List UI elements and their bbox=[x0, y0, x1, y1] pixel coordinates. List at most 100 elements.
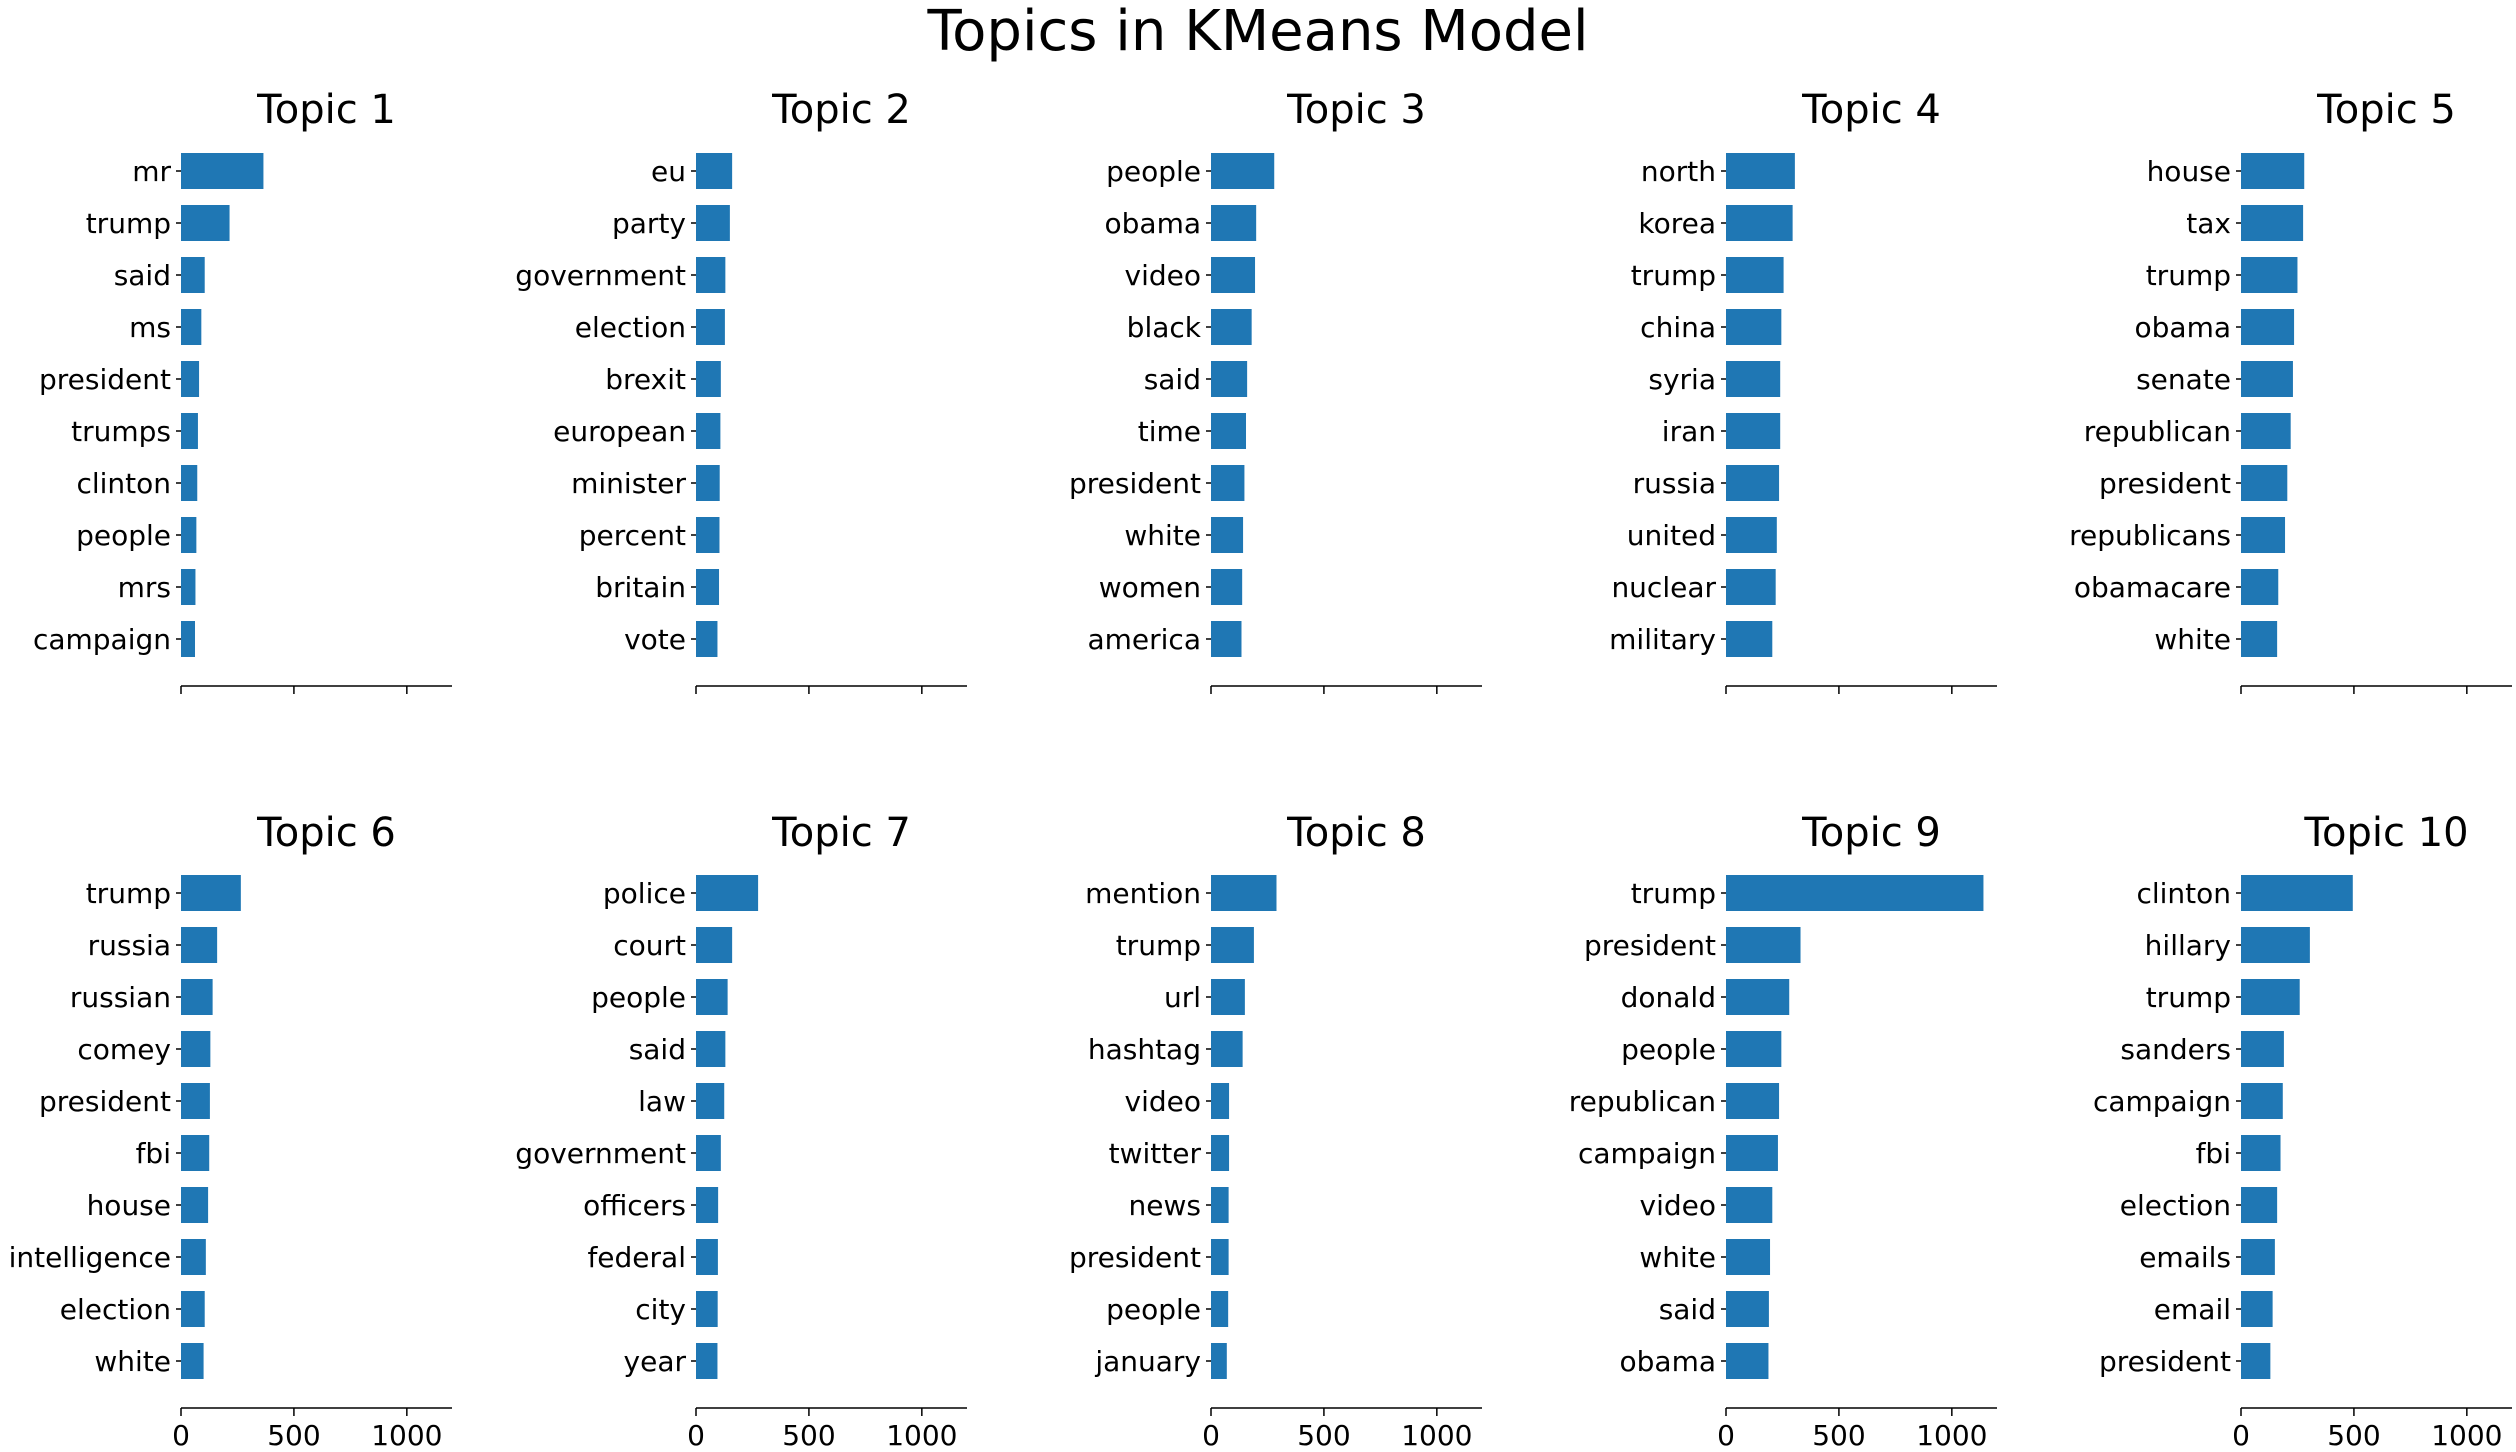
category-label: video bbox=[1640, 1189, 1716, 1222]
category-label: mention bbox=[1085, 877, 1201, 910]
category-label: obama bbox=[1105, 207, 1202, 240]
category-label: house bbox=[2147, 155, 2231, 188]
bar bbox=[1726, 1239, 1771, 1275]
bar bbox=[1211, 1031, 1243, 1067]
bar bbox=[1211, 361, 1248, 397]
xtick-label: 500 bbox=[1297, 1419, 1350, 1452]
bar bbox=[181, 1343, 204, 1379]
xtick-label: 1000 bbox=[886, 1419, 957, 1452]
bar bbox=[696, 569, 720, 605]
category-label: iran bbox=[1662, 415, 1716, 448]
category-label: news bbox=[1129, 1189, 1201, 1222]
bar bbox=[1211, 927, 1254, 963]
category-label: vote bbox=[624, 623, 686, 656]
category-label: january bbox=[1094, 1345, 1201, 1378]
bar bbox=[2241, 361, 2293, 397]
category-label: said bbox=[1659, 1293, 1716, 1326]
category-label: trump bbox=[1116, 929, 1201, 962]
xtick-label: 0 bbox=[1717, 1419, 1735, 1452]
bar bbox=[2241, 979, 2300, 1015]
bar bbox=[181, 361, 200, 397]
category-label: fbi bbox=[2196, 1137, 2231, 1170]
bar bbox=[2241, 1239, 2275, 1275]
category-label: president bbox=[2099, 467, 2231, 500]
category-label: minister bbox=[571, 467, 686, 500]
bar bbox=[181, 1239, 206, 1275]
category-label: percent bbox=[579, 519, 686, 552]
bar bbox=[1726, 1083, 1780, 1119]
category-label: trump bbox=[1631, 259, 1716, 292]
bar bbox=[1726, 927, 1801, 963]
bar bbox=[181, 257, 205, 293]
category-label: video bbox=[1125, 259, 1201, 292]
subplot-title: Topic 1 bbox=[256, 87, 396, 133]
bar bbox=[1211, 1291, 1229, 1327]
bar bbox=[181, 153, 264, 189]
category-label: election bbox=[60, 1293, 171, 1326]
bar bbox=[1726, 413, 1781, 449]
category-label: britain bbox=[595, 571, 686, 604]
bar bbox=[1211, 1187, 1229, 1223]
category-label: china bbox=[1640, 311, 1716, 344]
bar bbox=[2241, 1291, 2273, 1327]
category-label: white bbox=[94, 1345, 171, 1378]
category-label: republicans bbox=[2069, 519, 2231, 552]
bar bbox=[696, 1239, 718, 1275]
bar bbox=[1211, 517, 1244, 553]
category-label: president bbox=[39, 1085, 171, 1118]
category-label: election bbox=[2120, 1189, 2231, 1222]
bar bbox=[1211, 465, 1245, 501]
bar bbox=[696, 205, 730, 241]
bar bbox=[1726, 1187, 1773, 1223]
bar bbox=[696, 1031, 726, 1067]
xtick-label: 500 bbox=[2327, 1419, 2380, 1452]
bar bbox=[1211, 205, 1257, 241]
bar bbox=[696, 517, 720, 553]
subplot-title: Topic 7 bbox=[771, 810, 911, 856]
xtick-label: 0 bbox=[2232, 1419, 2250, 1452]
bar bbox=[696, 875, 759, 911]
category-label: hillary bbox=[2145, 929, 2231, 962]
category-label: hashtag bbox=[1088, 1033, 1201, 1066]
bar bbox=[1211, 979, 1245, 1015]
bar bbox=[1211, 621, 1242, 657]
xtick-label: 1000 bbox=[2431, 1419, 2502, 1452]
bar bbox=[1211, 1239, 1229, 1275]
bar bbox=[696, 1291, 718, 1327]
bar bbox=[181, 1291, 205, 1327]
subplot-title: Topic 8 bbox=[1286, 810, 1426, 856]
bar bbox=[1726, 257, 1784, 293]
category-label: said bbox=[114, 259, 171, 292]
bar bbox=[2241, 875, 2353, 911]
bar bbox=[181, 979, 213, 1015]
category-label: said bbox=[1144, 363, 1201, 396]
bar bbox=[181, 1135, 210, 1171]
category-label: twitter bbox=[1109, 1137, 1202, 1170]
xtick-label: 0 bbox=[687, 1419, 705, 1452]
category-label: email bbox=[2154, 1293, 2231, 1326]
category-label: america bbox=[1087, 623, 1201, 656]
category-label: city bbox=[635, 1293, 686, 1326]
category-label: said bbox=[629, 1033, 686, 1066]
bar bbox=[1211, 1343, 1227, 1379]
xtick-label: 500 bbox=[782, 1419, 835, 1452]
category-label: mrs bbox=[118, 571, 171, 604]
subplot-title: Topic 4 bbox=[1801, 87, 1941, 133]
bar bbox=[2241, 309, 2295, 345]
category-label: year bbox=[624, 1345, 687, 1378]
category-label: united bbox=[1627, 519, 1716, 552]
category-label: republican bbox=[1569, 1085, 1716, 1118]
bar bbox=[1211, 413, 1247, 449]
category-label: obamacare bbox=[2074, 571, 2231, 604]
bar bbox=[181, 927, 218, 963]
bar bbox=[696, 153, 733, 189]
category-label: military bbox=[1609, 623, 1716, 656]
bar bbox=[181, 465, 198, 501]
bar bbox=[181, 517, 197, 553]
category-label: european bbox=[553, 415, 686, 448]
category-label: white bbox=[1124, 519, 1201, 552]
bar bbox=[181, 1031, 211, 1067]
category-label: senate bbox=[2136, 363, 2231, 396]
xtick-label: 1000 bbox=[1401, 1419, 1472, 1452]
